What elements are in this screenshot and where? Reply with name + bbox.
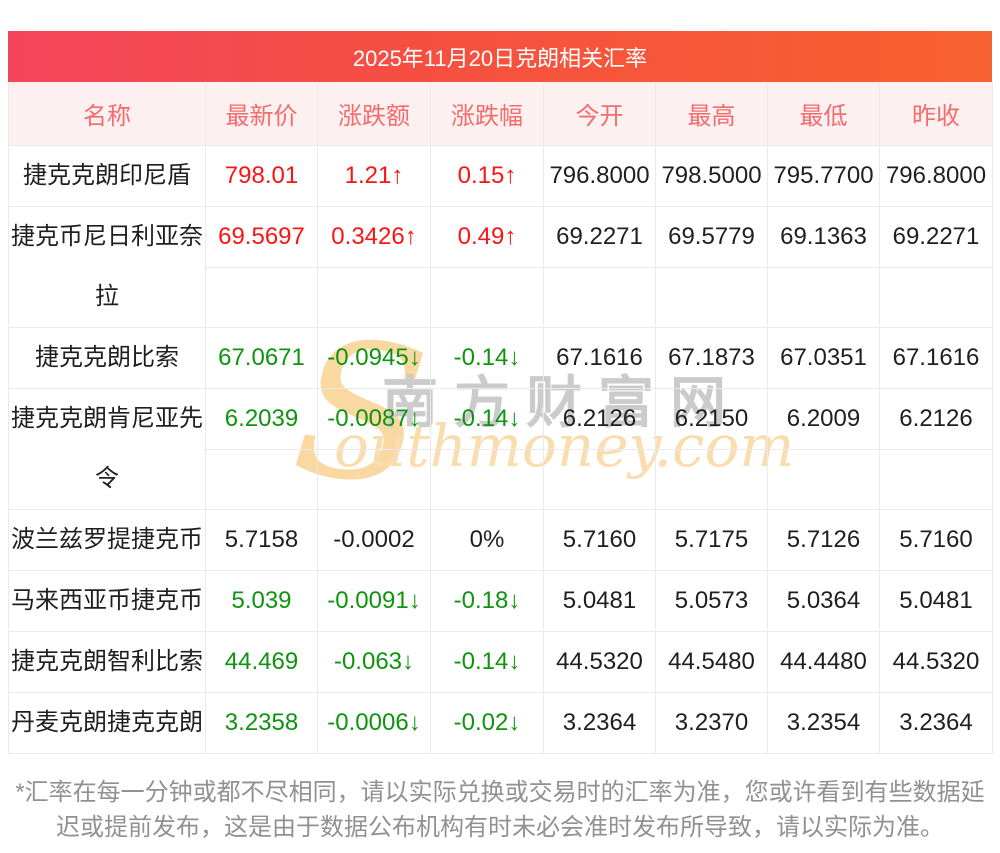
open-price: 6.2126 (543, 387, 656, 450)
low-price: 69.1363 (767, 205, 880, 268)
col-header-percent: 涨跌幅 (430, 82, 544, 146)
high-price: 44.5480 (655, 630, 768, 693)
prev-close: 5.7160 (879, 508, 993, 571)
low-price: 67.0351 (767, 326, 880, 389)
change-amount: 1.21↑ (317, 144, 431, 207)
col-header-open: 今开 (543, 82, 656, 146)
change-percent: 0% (430, 508, 544, 571)
change-percent: -0.14↓ (430, 630, 544, 693)
open-price: 796.8000 (543, 144, 656, 207)
high-price: 6.2150 (655, 387, 768, 450)
prev-close: 44.5320 (879, 630, 993, 693)
table-row: 捷克克朗比索 67.0671 -0.0945↓ -0.14↓ 67.1616 6… (8, 326, 993, 389)
row-name: 波兰兹罗提捷克币 (8, 508, 206, 571)
col-header-low: 最低 (767, 82, 880, 146)
table-row: 捷克克朗印尼盾 798.01 1.21↑ 0.15↑ 796.8000 798.… (8, 144, 993, 207)
latest-price: 5.039 (205, 569, 318, 632)
col-header-latest: 最新价 (205, 82, 318, 146)
latest-price: 5.7158 (205, 508, 318, 571)
row-name: 捷克克朗肯尼亚先令 (8, 387, 206, 510)
table-row: 波兰兹罗提捷克币 5.7158 -0.0002 0% 5.7160 5.7175… (8, 508, 993, 571)
change-amount: -0.063↓ (317, 630, 431, 693)
latest-price: 3.2358 (205, 691, 318, 754)
latest-price: 67.0671 (205, 326, 318, 389)
prev-close: 796.8000 (879, 144, 993, 207)
latest-price: 6.2039 (205, 387, 318, 450)
disclaimer-note: *汇率在每一分钟或都不尽相同，请以实际兑换或交易时的汇率为准，您或许看到有些数据… (15, 778, 985, 841)
change-amount: -0.0945↓ (317, 326, 431, 389)
page-title: 2025年11月20日克朗相关汇率 (352, 45, 648, 71)
open-price: 5.7160 (543, 508, 656, 571)
high-price: 67.1873 (655, 326, 768, 389)
table-row: 捷克克朗智利比索 44.469 -0.063↓ -0.14↓ 44.5320 4… (8, 630, 993, 693)
open-price: 69.2271 (543, 205, 656, 268)
exchange-rate-table: 名称 最新价 涨跌额 涨跌幅 今开 最高 最低 昨收 捷克克朗印尼盾 798.0… (8, 82, 993, 754)
table-row: 捷克币尼日利亚奈拉 69.5697 0.3426↑ 0.49↑ 69.2271 … (8, 205, 993, 328)
spacer-row (9, 266, 993, 328)
row-name: 捷克币尼日利亚奈拉 (8, 205, 206, 328)
row-name: 捷克克朗印尼盾 (8, 144, 206, 207)
latest-price: 69.5697 (205, 205, 318, 268)
row-name: 捷克克朗智利比索 (8, 630, 206, 693)
spacer-row (9, 448, 993, 510)
header-row: 名称 最新价 涨跌额 涨跌幅 今开 最高 最低 昨收 (8, 82, 993, 146)
change-amount: -0.0002 (317, 508, 431, 571)
change-percent: -0.14↓ (430, 326, 544, 389)
low-price: 795.7700 (767, 144, 880, 207)
low-price: 3.2354 (767, 691, 880, 754)
change-percent: -0.02↓ (430, 691, 544, 754)
change-amount: 0.3426↑ (317, 205, 431, 268)
row-name: 丹麦克朗捷克克朗 (8, 691, 206, 754)
high-price: 69.5779 (655, 205, 768, 268)
table-container: S 南方财富网 outhmoney.com 名称 最新价 涨跌额 涨跌幅 今开 … (8, 82, 993, 754)
high-price: 5.0573 (655, 569, 768, 632)
prev-close: 69.2271 (879, 205, 993, 268)
open-price: 3.2364 (543, 691, 656, 754)
latest-price: 44.469 (205, 630, 318, 693)
change-percent: -0.14↓ (430, 387, 544, 450)
col-header-change: 涨跌额 (317, 82, 431, 146)
table-row: 马来西亚币捷克币 5.039 -0.0091↓ -0.18↓ 5.0481 5.… (8, 569, 993, 632)
low-price: 44.4480 (767, 630, 880, 693)
table-row: 捷克克朗肯尼亚先令 6.2039 -0.0087↓ -0.14↓ 6.2126 … (8, 387, 993, 510)
change-percent: -0.18↓ (430, 569, 544, 632)
row-name: 马来西亚币捷克币 (8, 569, 206, 632)
open-price: 67.1616 (543, 326, 656, 389)
change-percent: 0.15↑ (430, 144, 544, 207)
prev-close: 3.2364 (879, 691, 993, 754)
prev-close: 67.1616 (879, 326, 993, 389)
latest-price: 798.01 (205, 144, 318, 207)
change-amount: -0.0006↓ (317, 691, 431, 754)
low-price: 5.7126 (767, 508, 880, 571)
col-header-name: 名称 (8, 82, 206, 146)
col-header-high: 最高 (655, 82, 768, 146)
change-percent: 0.49↑ (430, 205, 544, 268)
high-price: 3.2370 (655, 691, 768, 754)
change-amount: -0.0087↓ (317, 387, 431, 450)
high-price: 5.7175 (655, 508, 768, 571)
low-price: 5.0364 (767, 569, 880, 632)
col-header-prev-close: 昨收 (879, 82, 993, 146)
open-price: 5.0481 (543, 569, 656, 632)
row-name: 捷克克朗比索 (8, 326, 206, 389)
prev-close: 5.0481 (879, 569, 993, 632)
change-amount: -0.0091↓ (317, 569, 431, 632)
table-row: 丹麦克朗捷克克朗 3.2358 -0.0006↓ -0.02↓ 3.2364 3… (8, 691, 993, 754)
open-price: 44.5320 (543, 630, 656, 693)
title-bar: 2025年11月20日克朗相关汇率 (8, 31, 992, 82)
high-price: 798.5000 (655, 144, 768, 207)
low-price: 6.2009 (767, 387, 880, 450)
prev-close: 6.2126 (879, 387, 993, 450)
